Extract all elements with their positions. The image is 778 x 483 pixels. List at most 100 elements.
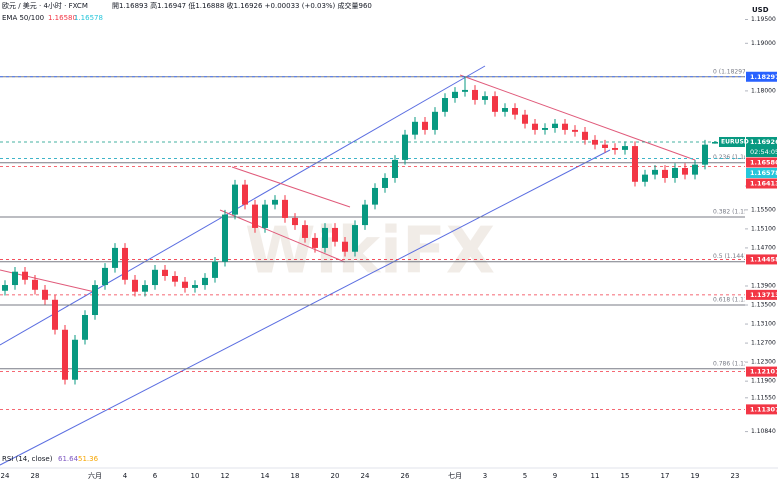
candle-body	[542, 128, 548, 130]
y-tick-label: 1.13500	[751, 302, 776, 309]
rsi-label: RSI (14, close)	[2, 455, 53, 463]
candle-body	[642, 174, 648, 182]
candle-body	[622, 146, 628, 150]
drawings	[0, 65, 696, 466]
candle-body	[452, 91, 458, 99]
rsi-value: 61.64	[58, 455, 79, 463]
y-tick-label: 1.13100	[751, 321, 776, 328]
candle-body	[472, 89, 478, 100]
candle-body	[302, 225, 308, 238]
x-tick-label: 6	[153, 472, 158, 480]
candle-body	[492, 96, 498, 112]
y-tick-label: 1.15100	[751, 225, 776, 232]
candle-body	[172, 275, 178, 282]
candle-body	[62, 329, 68, 380]
candle-body	[42, 289, 48, 300]
y-tick-label: 1.10840	[751, 428, 776, 435]
y-tick-label: 1.13900	[751, 282, 776, 289]
fib-label: 0.382 (1.15	[713, 208, 748, 215]
price-tag	[746, 289, 777, 300]
candle-body	[292, 217, 298, 226]
candle-body	[402, 134, 408, 160]
x-tick-label: 4	[123, 472, 128, 480]
candle-body	[262, 204, 268, 228]
candle-body	[512, 108, 518, 115]
y-tick-label: 1.18000	[751, 87, 776, 94]
candle-body	[712, 141, 718, 144]
price-tag	[746, 366, 777, 377]
price-tag	[746, 167, 777, 178]
candle-body	[662, 169, 668, 178]
candle-body	[92, 285, 98, 316]
y-tick-label: 1.15500	[751, 206, 776, 213]
ema100: 1.16578	[74, 14, 103, 22]
candle-body	[652, 169, 658, 175]
price-tag-label: 1.14458	[750, 255, 778, 263]
price-tag	[746, 254, 777, 265]
candle-body	[12, 271, 18, 286]
channel-lower	[0, 149, 611, 466]
candle-body	[152, 269, 158, 286]
channel-upper	[0, 65, 486, 346]
levels: 0 (1.18297) 0.236 (1.16 0.382 (1.15 0.5 (1.…	[0, 68, 752, 410]
x-tick-label: 28	[31, 472, 40, 480]
fib-label: 0.786 (1.122	[713, 360, 752, 367]
candle-body	[612, 147, 618, 150]
fib-label: 0.618 (1.13	[713, 297, 748, 304]
candle-body	[602, 144, 608, 148]
countdown: 02:54:05	[750, 148, 778, 156]
candle-body	[412, 121, 418, 135]
candle-body	[392, 159, 398, 178]
candle-body	[462, 89, 468, 92]
price-tag	[746, 157, 777, 168]
x-tick-label: 5	[523, 472, 527, 480]
x-tick-label: 24	[361, 472, 370, 480]
symbol-tag-label: EURUSD	[721, 138, 749, 145]
candle-body	[192, 285, 198, 288]
candle-body	[442, 98, 448, 112]
candle-body	[32, 279, 38, 290]
candle-body	[202, 277, 208, 286]
currency: USD	[752, 6, 769, 14]
price-tag	[746, 136, 777, 157]
candle-body	[352, 225, 358, 252]
trendline	[459, 74, 696, 161]
x-tick-label: 26	[401, 472, 410, 480]
candle-body	[22, 271, 28, 280]
ema-label: EMA 50/100	[2, 14, 44, 22]
flag-lower	[219, 209, 346, 263]
price-tag	[746, 178, 777, 189]
candle-body	[312, 237, 318, 248]
candle-body	[252, 204, 258, 228]
flag-upper	[231, 166, 351, 208]
candle-body	[672, 167, 678, 178]
price-tag-label: 1.12101	[750, 368, 778, 376]
x-tick-label: 14	[261, 472, 270, 480]
fib-label: 0.5 (1.1441	[713, 253, 748, 260]
candle-body	[372, 187, 378, 205]
price-tag-label: 1.16926	[750, 138, 778, 146]
candle-body	[482, 96, 488, 100]
candle-body	[502, 108, 508, 112]
x-tick-label: 9	[553, 472, 557, 480]
watermark: WikiFX	[245, 215, 495, 289]
x-tick-label: 六月	[88, 471, 102, 480]
candle-body	[162, 269, 168, 276]
rsi-value: 51.36	[78, 455, 99, 463]
candle-body	[632, 146, 638, 182]
candle-body	[102, 267, 108, 286]
candle-body	[362, 204, 368, 226]
candle-body	[232, 184, 238, 215]
candle-body	[212, 261, 218, 278]
candle-body	[122, 247, 128, 280]
symbol: 欧元 / 美元 · 4小时 · FXCM	[2, 1, 88, 10]
x-tick-label: 23	[731, 472, 740, 480]
candle-body	[432, 111, 438, 130]
candle-body	[272, 199, 278, 205]
price-tag-label: 1.16580	[750, 158, 778, 166]
x-tick-label: 15	[621, 472, 630, 480]
x-tick-label: 19	[691, 472, 700, 480]
candles	[2, 76, 718, 385]
candle-body	[422, 121, 428, 130]
